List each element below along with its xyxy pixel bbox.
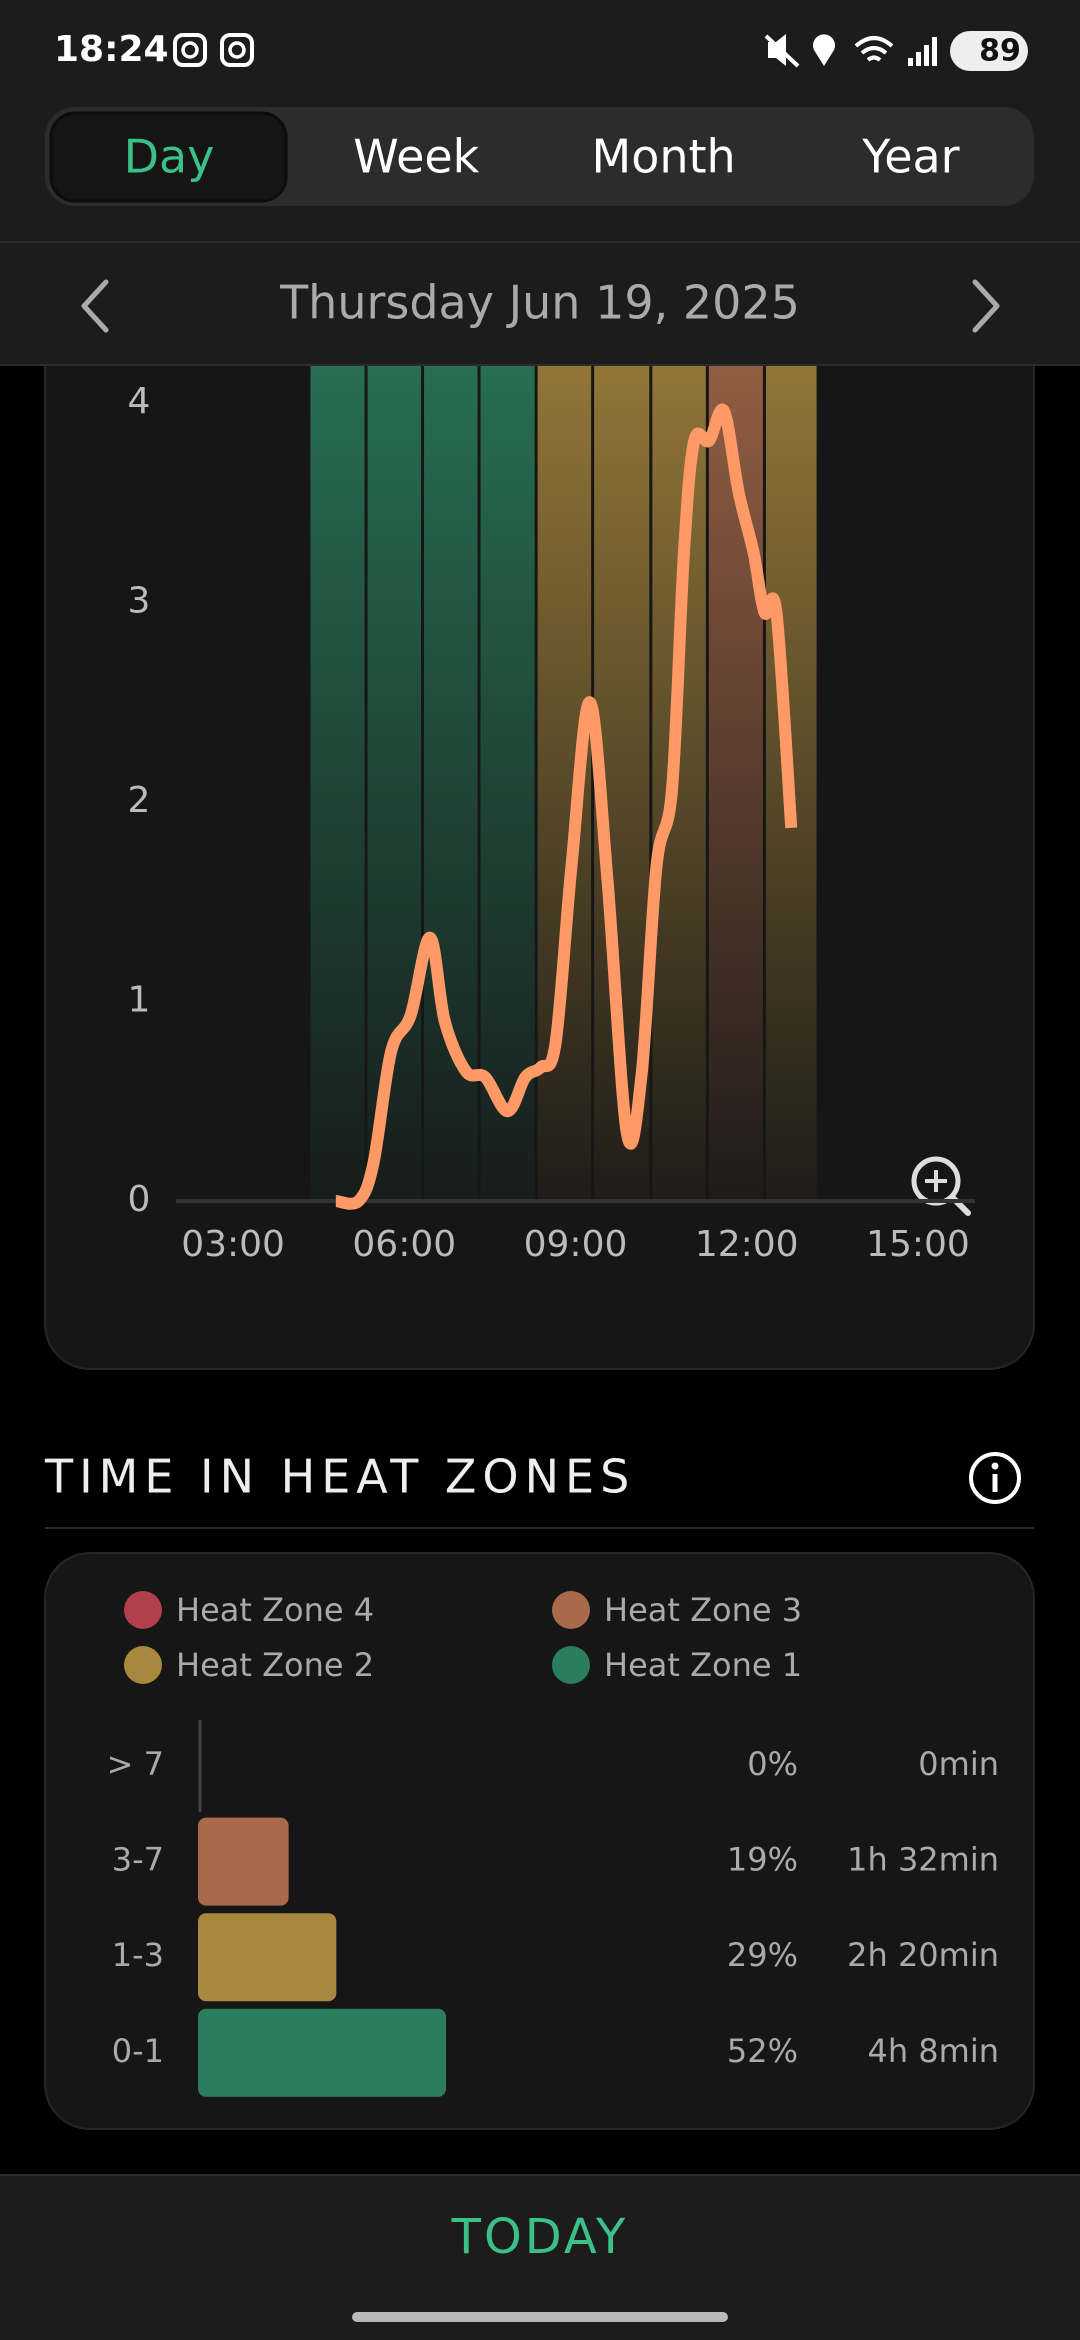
tab[interactable]: Week: [353, 130, 479, 184]
x-tick-label: 15:00: [866, 1224, 970, 1265]
x-tick-label: 09:00: [524, 1224, 628, 1265]
bar: [198, 1913, 337, 2002]
next-day[interactable]: [972, 279, 1000, 333]
signal-icon: [908, 37, 937, 66]
mute-icon: [764, 34, 800, 68]
app-icon: [228, 41, 246, 59]
date-label: Thursday Jun 19, 2025: [279, 276, 800, 330]
bar: [198, 2008, 447, 2097]
bar: [198, 1817, 289, 1906]
app-icon: [181, 41, 199, 59]
status-time: 18:24: [54, 29, 169, 70]
content: 0 1 2 3 4 03:00 06:00 09:00 12:00 15:00 TIME IN HE…: [44, 319, 1035, 2130]
footer: TODAY: [0, 2174, 1080, 2340]
location-icon: [813, 34, 835, 66]
duration-label: 0min: [918, 1745, 999, 1783]
category-label: 1-3: [112, 1936, 164, 1974]
value-label: 52%: [727, 2032, 798, 2070]
x-tick-label: 03:00: [181, 1224, 285, 1265]
y-tick-label: 2: [128, 780, 151, 821]
legend-swatch: [124, 1646, 162, 1684]
battery-pill: [950, 31, 1028, 71]
info-icon[interactable]: [969, 1452, 1021, 1504]
y-tick-label: 3: [128, 580, 151, 621]
x-tick-label: 06:00: [352, 1224, 456, 1265]
y-tick-label: 4: [128, 381, 151, 422]
y-tick-label: 0: [128, 1179, 151, 1220]
prev-day[interactable]: [81, 279, 109, 333]
info-icon-dot: [991, 1462, 999, 1470]
zone-band: [652, 363, 706, 1201]
legend-label: Heat Zone 1: [604, 1646, 802, 1684]
x-tick-label: 12:00: [695, 1224, 799, 1265]
app-icon: [220, 33, 254, 67]
duration-label: 1h 32min: [847, 1841, 999, 1879]
y-tick-label: 1: [128, 979, 151, 1020]
zone-band: [424, 363, 478, 1201]
wifi-icon: [854, 36, 894, 62]
legend-swatch: [124, 1591, 162, 1629]
tab[interactable]: Day: [124, 130, 215, 184]
zone-band: [310, 363, 365, 1201]
tab-bar: [45, 107, 1034, 206]
zone-band: [367, 363, 422, 1201]
today-button[interactable]: TODAY: [451, 2209, 629, 2265]
battery-level: 89: [979, 34, 1021, 69]
zone-band: [480, 363, 535, 1201]
value-label: 19%: [727, 1841, 798, 1879]
category-label: 3-7: [112, 1841, 164, 1879]
legend-label: Heat Zone 4: [176, 1591, 374, 1629]
tab-active: [49, 111, 288, 203]
legend-swatch: [552, 1591, 590, 1629]
legend-swatch: [552, 1646, 590, 1684]
home-indicator: [352, 2312, 728, 2322]
section-title: TIME IN HEAT ZONES: [44, 1450, 635, 1504]
tab[interactable]: Month: [592, 130, 736, 184]
line: [334, 403, 798, 1210]
category-label: > 7: [107, 1745, 164, 1783]
app-icon: [173, 33, 207, 67]
value-label: 0%: [747, 1745, 798, 1783]
tab[interactable]: Year: [861, 130, 959, 184]
header: 18:24 89 Thursday Jun 19, 2025 Day Week Mo…: [0, 0, 1080, 366]
duration-label: 2h 20min: [847, 1936, 999, 1974]
info-button[interactable]: [969, 1452, 1021, 1504]
value-label: 29%: [727, 1936, 798, 1974]
duration-label: 4h 8min: [867, 2032, 999, 2070]
legend-label: Heat Zone 2: [176, 1646, 374, 1684]
category-label: 0-1: [112, 2032, 164, 2070]
legend-label: Heat Zone 3: [604, 1591, 802, 1629]
